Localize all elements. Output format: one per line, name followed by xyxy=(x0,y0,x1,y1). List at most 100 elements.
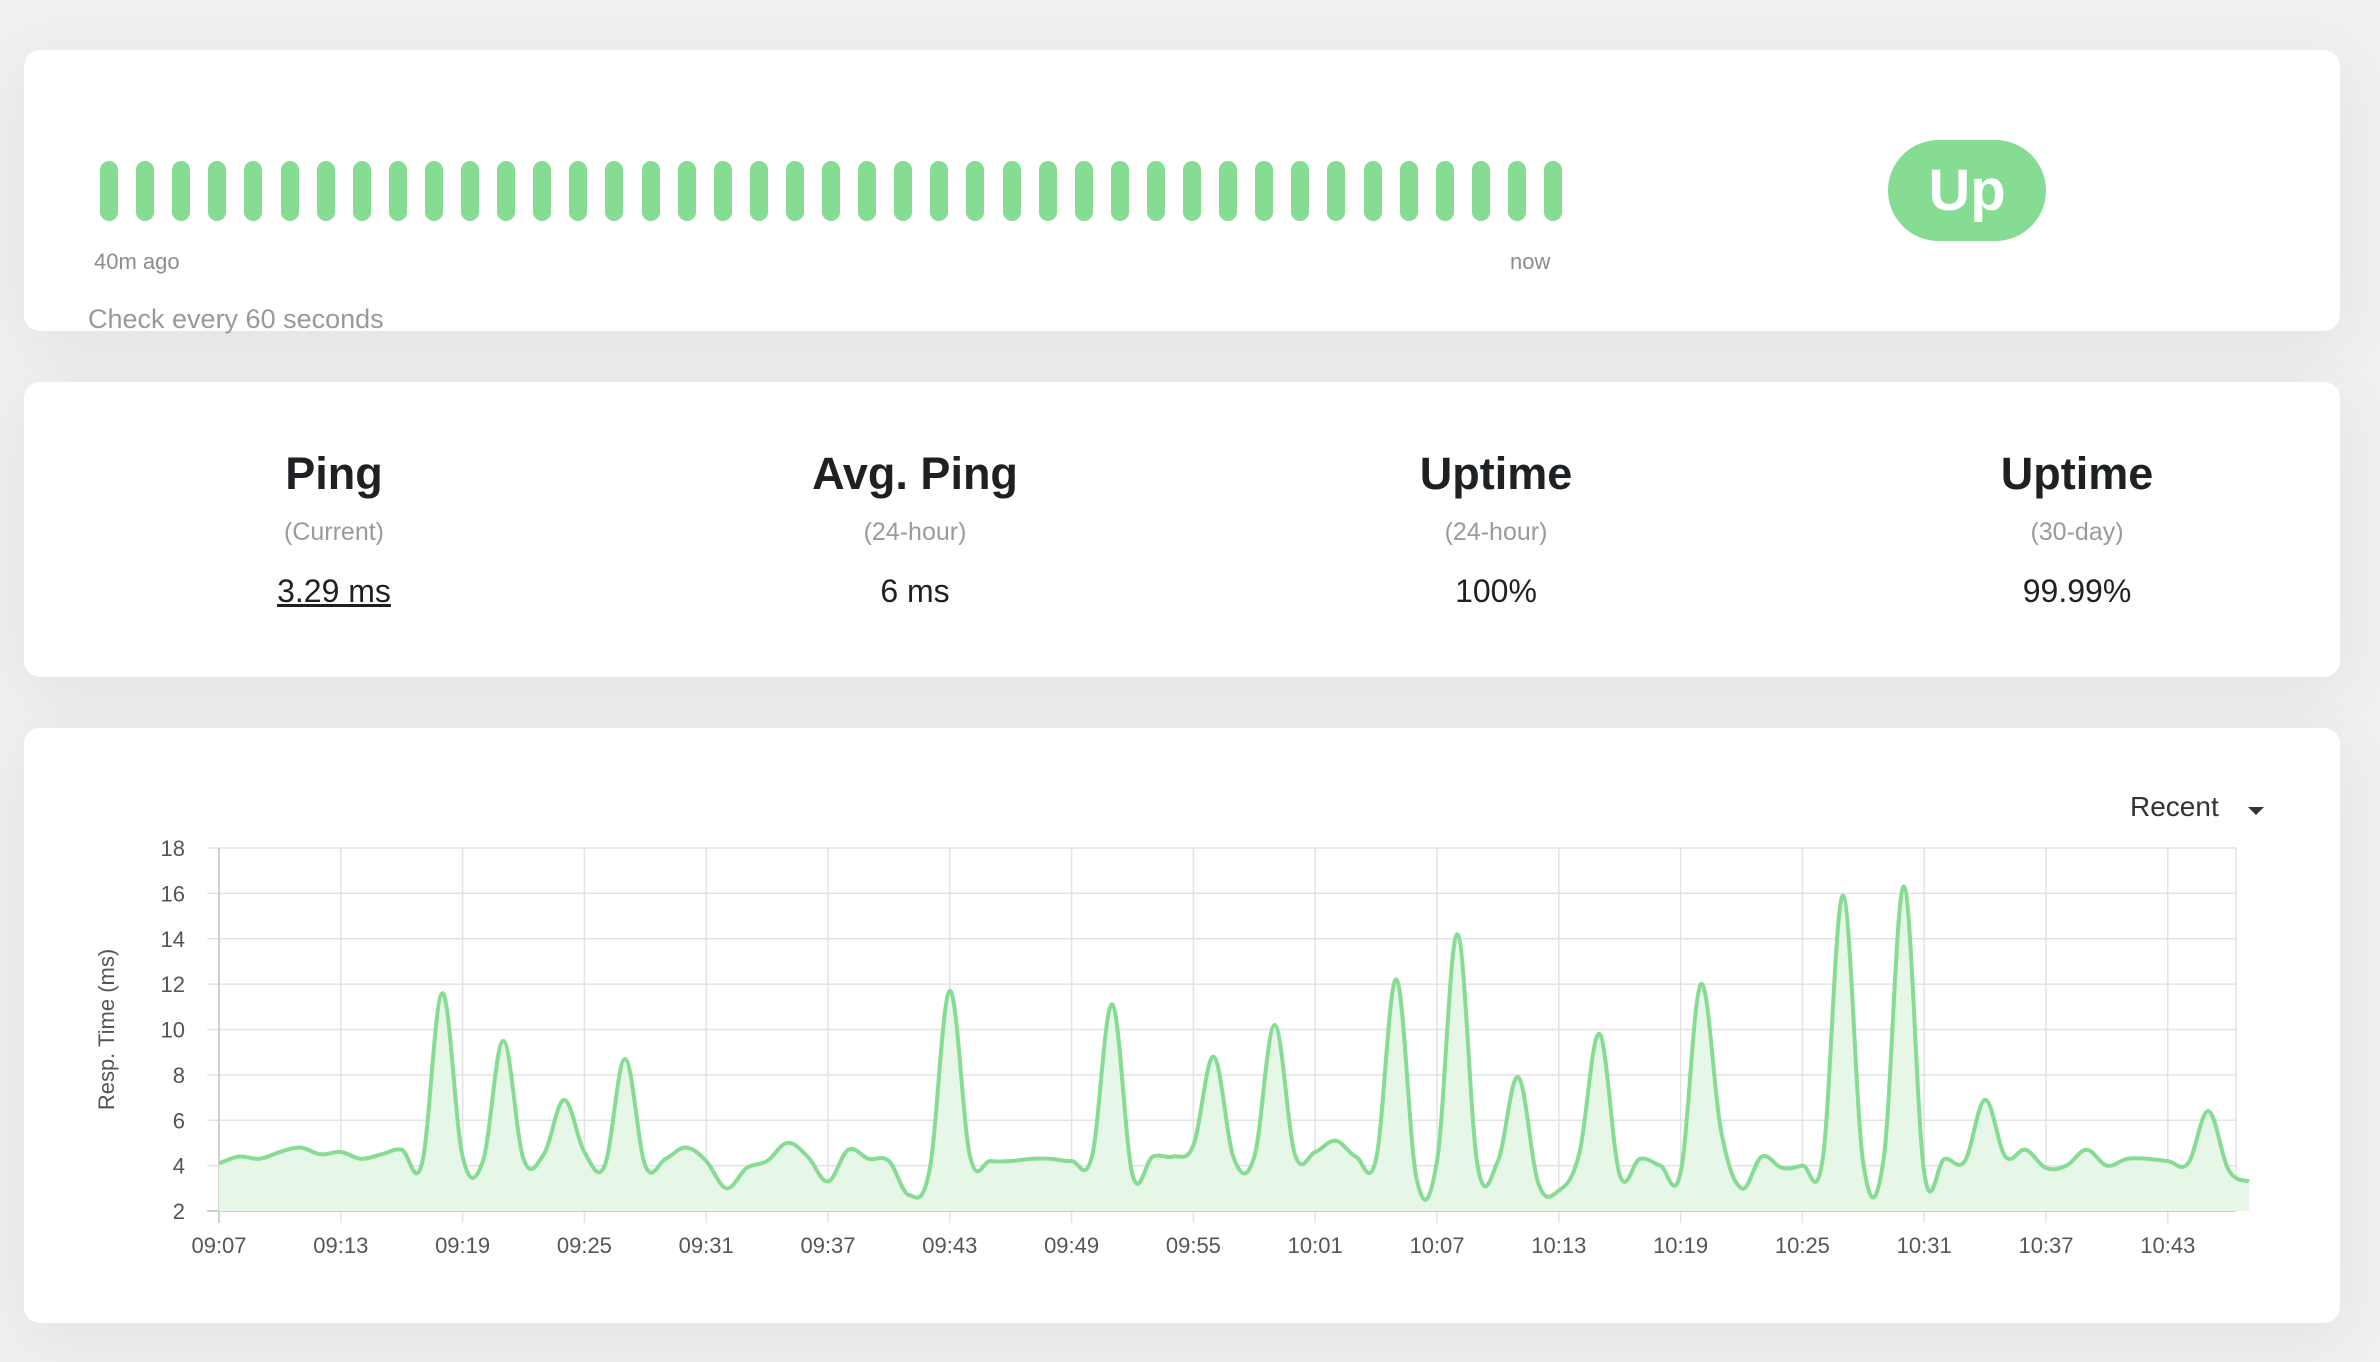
data-point xyxy=(1861,1161,1866,1166)
x-tick-label: 09:37 xyxy=(800,1233,855,1258)
data-point xyxy=(541,1152,546,1157)
heartbeat-beat[interactable] xyxy=(930,161,949,221)
heartbeat-beat[interactable] xyxy=(569,161,588,221)
heartbeat-beat[interactable] xyxy=(352,161,371,221)
heartbeat-beat[interactable] xyxy=(713,161,732,221)
heartbeat-beat[interactable] xyxy=(136,161,155,221)
heartbeat-beat[interactable] xyxy=(1146,161,1165,221)
heartbeat-beat[interactable] xyxy=(1435,161,1454,221)
data-point xyxy=(1232,1156,1237,1161)
data-point xyxy=(1069,1159,1074,1164)
x-tick-label: 09:31 xyxy=(679,1233,734,1258)
y-tick-label: 8 xyxy=(173,1063,185,1088)
heartbeat-beat[interactable] xyxy=(1291,161,1310,221)
heartbeat-beat[interactable] xyxy=(424,161,443,221)
heartbeat-beat[interactable] xyxy=(1399,161,1418,221)
heartbeat-beat[interactable] xyxy=(497,161,516,221)
data-point xyxy=(1435,1159,1440,1164)
heartbeat-beat[interactable] xyxy=(533,161,552,221)
data-point xyxy=(277,1150,282,1155)
heartbeat-beat[interactable] xyxy=(1327,161,1346,221)
y-tick-label: 10 xyxy=(161,1018,185,1043)
heartbeat-beat[interactable] xyxy=(1219,161,1238,221)
heartbeat-beat[interactable] xyxy=(1002,161,1021,221)
data-point xyxy=(582,1150,587,1155)
stat-avg-ping: Avg. Ping (24-hour) 6 ms xyxy=(675,444,1155,612)
data-point xyxy=(1029,1156,1034,1161)
data-point xyxy=(1475,1163,1480,1168)
heartbeat-beat[interactable] xyxy=(785,161,804,221)
heartbeat-beat[interactable] xyxy=(316,161,335,221)
data-point xyxy=(257,1156,262,1161)
x-tick-label: 10:01 xyxy=(1288,1233,1343,1258)
y-axis-label: Resp. Time (ms) xyxy=(94,949,119,1110)
heartbeat-beat[interactable] xyxy=(858,161,877,221)
data-point xyxy=(866,1156,871,1161)
heartbeat-beat[interactable] xyxy=(388,161,407,221)
data-point xyxy=(968,1154,973,1159)
heartbeat-beat[interactable] xyxy=(1507,161,1526,221)
x-tick-label: 09:25 xyxy=(557,1233,612,1258)
data-point xyxy=(1841,893,1846,898)
heartbeat-beat[interactable] xyxy=(605,161,624,221)
data-point xyxy=(2064,1163,2069,1168)
heartbeat-beat[interactable] xyxy=(1074,161,1093,221)
heartbeat-beat[interactable] xyxy=(641,161,660,221)
heartbeat-beat[interactable] xyxy=(894,161,913,221)
heartbeat-beat[interactable] xyxy=(280,161,299,221)
data-point xyxy=(1983,1097,1988,1102)
data-point xyxy=(602,1163,607,1168)
heartbeat-beat[interactable] xyxy=(1255,161,1274,221)
data-point xyxy=(2104,1163,2109,1168)
x-tick-label: 09:43 xyxy=(922,1233,977,1258)
data-point xyxy=(1577,1152,1582,1157)
y-tick-label: 2 xyxy=(173,1199,185,1224)
stat-subtitle: (Current) xyxy=(283,518,384,546)
heartbeat-beat[interactable] xyxy=(1110,161,1129,221)
caret-down-icon xyxy=(2248,807,2264,815)
heartbeat-beat[interactable] xyxy=(749,161,768,221)
data-point xyxy=(2084,1147,2089,1152)
data-point xyxy=(1353,1154,1358,1159)
data-point xyxy=(663,1156,668,1161)
data-point xyxy=(1658,1163,1663,1168)
heartbeat-beat[interactable] xyxy=(1183,161,1201,221)
data-point xyxy=(886,1159,891,1164)
data-point xyxy=(1130,1172,1135,1177)
stat-value: 100% xyxy=(1455,573,1537,609)
data-point xyxy=(805,1154,810,1159)
heartbeat-beat[interactable] xyxy=(208,161,227,221)
data-point xyxy=(1759,1154,1764,1159)
heartbeat-beat[interactable] xyxy=(1363,161,1382,221)
data-point xyxy=(1516,1075,1521,1080)
x-tick-label: 10:13 xyxy=(1531,1233,1586,1258)
heartbeat-beat[interactable] xyxy=(1544,161,1562,221)
data-point xyxy=(1638,1156,1643,1161)
stat-title: Ping xyxy=(285,448,383,499)
heartbeat-beat[interactable] xyxy=(822,161,840,221)
period-select[interactable]: Recent xyxy=(2104,783,2274,829)
x-tick-label: 10:43 xyxy=(2140,1233,2195,1258)
data-point xyxy=(1313,1150,1318,1155)
y-tick-label: 16 xyxy=(161,881,185,906)
stat-title: Uptime xyxy=(1419,448,1573,499)
data-point xyxy=(1292,1152,1297,1157)
series-area xyxy=(219,886,2249,1211)
heartbeat-beat[interactable] xyxy=(966,161,985,221)
data-point xyxy=(298,1145,303,1150)
heartbeat-beat[interactable] xyxy=(1471,161,1490,221)
data-point xyxy=(2023,1147,2028,1152)
heartbeat-beat[interactable] xyxy=(100,161,118,221)
current-ping-link[interactable]: 3.29 ms xyxy=(277,573,391,609)
heartbeat-beat[interactable] xyxy=(1038,161,1057,221)
data-point xyxy=(2206,1109,2211,1114)
heartbeat-start-label: 40m ago xyxy=(94,249,180,274)
data-point xyxy=(826,1179,831,1184)
data-point xyxy=(947,988,952,993)
heartbeat-beat[interactable] xyxy=(172,161,191,221)
data-point xyxy=(217,1161,222,1166)
heartbeat-beat[interactable] xyxy=(677,161,696,221)
data-point xyxy=(1739,1186,1744,1191)
heartbeat-beat[interactable] xyxy=(244,161,263,221)
heartbeat-beat[interactable] xyxy=(461,161,479,221)
